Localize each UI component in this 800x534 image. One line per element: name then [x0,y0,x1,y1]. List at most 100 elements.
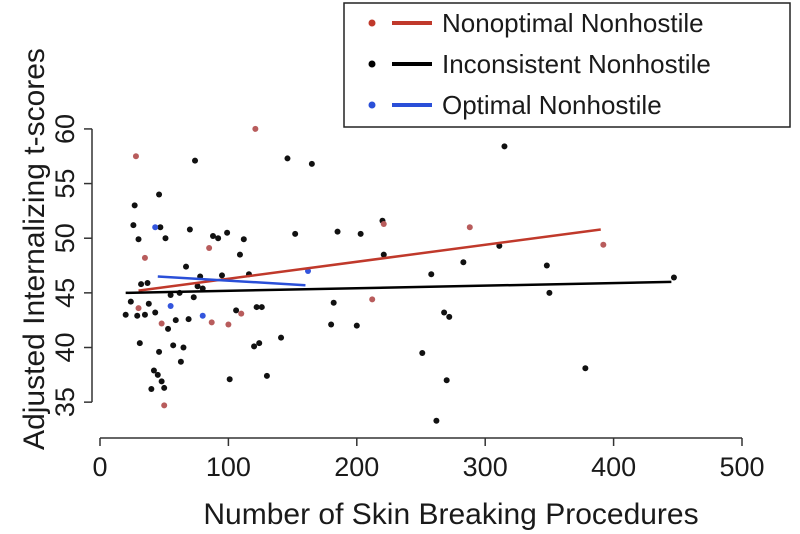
data-point [180,344,187,351]
data-point [543,262,550,269]
data-point [582,365,589,372]
x-ticks: 0 100 200 300 400 500 [92,438,765,482]
legend: Nonoptimal Nonhostile Inconsistent Nonhos… [343,2,791,128]
y-tick-label: 45 [50,278,80,308]
data-point [131,202,138,209]
data-point [240,236,247,243]
data-point [328,321,335,328]
data-point [460,259,467,266]
data-point [278,334,285,341]
legend-items: Nonoptimal Nonhostile Inconsistent Nonhos… [368,8,711,120]
data-point [496,242,503,249]
data-point [206,245,213,252]
data-point [161,384,168,391]
legend-marker [368,60,376,68]
x-axis-title: Number of Skin Breaking Procedures [203,498,698,531]
y-tick-label: 60 [50,114,80,144]
data-point [154,371,161,378]
data-point [165,325,172,332]
data-point [330,299,337,306]
data-point [446,313,453,320]
data-point [138,281,145,288]
data-point [251,343,258,350]
legend-marker [368,19,376,27]
data-point [501,143,508,150]
data-point [238,310,245,317]
data-point [136,340,143,347]
data-point [428,271,435,278]
data-point [443,377,450,384]
fit-lines [125,228,672,295]
data-point [130,222,137,229]
data-point [433,417,440,424]
data-point [357,230,364,237]
y-tick-label: 50 [50,223,80,253]
data-point [183,263,190,270]
data-point [215,235,222,242]
fit-line [157,275,306,287]
x-tick-label: 100 [206,452,251,482]
data-point [161,402,168,409]
data-point [225,321,232,328]
data-points [122,125,677,424]
data-point [208,319,215,326]
data-point [144,280,151,287]
data-point [252,125,259,132]
x-tick-label: 0 [92,452,107,482]
data-point [186,226,193,233]
x-tick-label: 200 [334,452,379,482]
fit-line [125,280,672,295]
data-point [167,292,174,299]
y-axis-title: Adjusted Internalizing t-scores [18,48,51,450]
data-point [134,312,141,319]
data-point [122,311,129,318]
data-point [218,272,225,279]
data-point [192,157,199,164]
data-point [263,372,270,379]
data-point [162,235,169,242]
data-point [172,317,179,324]
data-point [308,160,315,167]
data-point [157,224,164,231]
data-point [141,254,148,261]
y-ticks: 35 40 45 50 55 60 [50,114,92,417]
data-point [135,236,142,243]
data-point [226,376,233,383]
data-point [258,304,265,311]
data-point [132,153,139,160]
data-point [284,155,291,162]
data-point [419,349,426,356]
legend-label: Nonoptimal Nonhostile [442,8,704,38]
legend-label: Inconsistent Nonhostile [442,49,711,79]
data-point [194,283,201,290]
data-point [253,304,260,311]
data-point [670,274,677,281]
data-point [199,285,206,292]
data-point [156,191,163,198]
data-point [185,316,192,323]
x-tick-label: 400 [591,452,636,482]
axes: 0 100 200 300 400 500 35 40 45 50 55 60 [50,114,765,482]
data-point [141,311,148,318]
x-tick-label: 300 [463,452,508,482]
data-point [233,307,240,314]
data-point [127,298,134,305]
data-point [380,221,387,228]
data-point [466,224,473,231]
data-point [369,296,376,303]
data-point [224,229,231,236]
data-point [600,241,607,248]
data-point [380,251,387,258]
data-point [236,251,243,258]
data-point [152,224,159,231]
x-tick-label: 500 [719,452,764,482]
y-tick-label: 55 [50,169,80,199]
data-point [148,386,155,393]
legend-marker [368,101,376,109]
data-point [292,230,299,237]
legend-label: Optimal Nonhostile [442,90,662,120]
data-point [145,300,152,307]
y-tick-label: 40 [50,332,80,362]
data-point [135,305,142,312]
